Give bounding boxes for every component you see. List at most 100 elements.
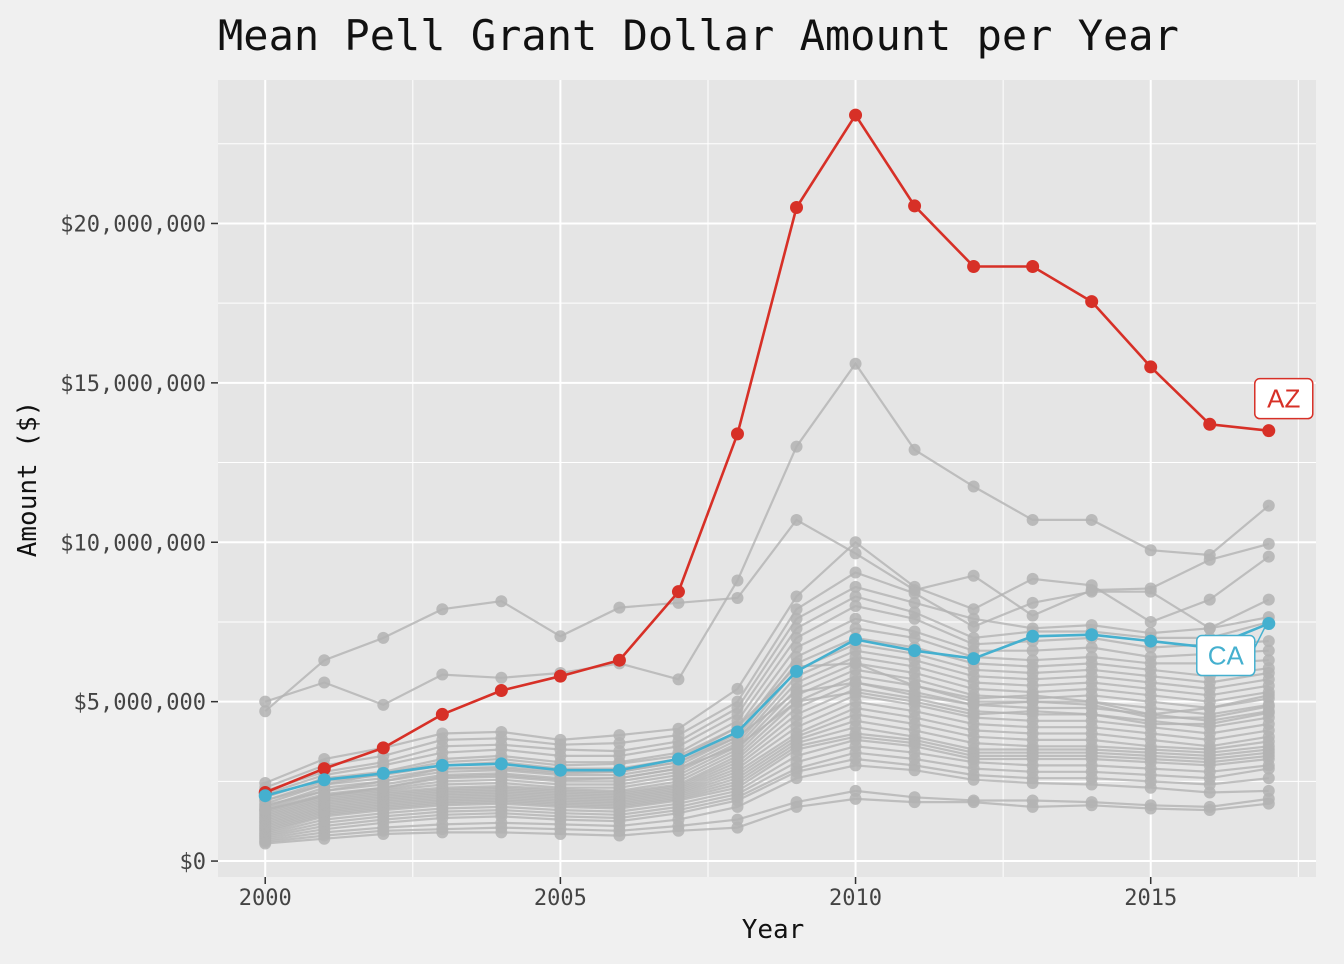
- state-series-point: [1262, 689, 1275, 702]
- x-tick-label: 2005: [534, 886, 587, 911]
- state-series-point: [1144, 615, 1157, 628]
- state-series-point: [849, 357, 862, 370]
- state-series-point: [1262, 499, 1275, 512]
- state-series-point: [1026, 800, 1039, 813]
- state-series-line: [264, 649, 1269, 812]
- az-series: [258, 108, 1276, 800]
- state-series-point: [672, 596, 685, 609]
- ca-series-point: [1144, 634, 1158, 648]
- state-series-point: [1262, 762, 1275, 775]
- state-series-point: [967, 773, 980, 786]
- state-series-line: [264, 595, 1270, 796]
- ca-series-point: [612, 763, 626, 777]
- state-series-point: [908, 443, 921, 456]
- state-series-line: [264, 745, 1269, 837]
- az-series-point: [790, 201, 804, 215]
- state-series-point: [849, 676, 862, 689]
- state-series-point: [1085, 799, 1098, 812]
- state-series-line: [264, 690, 1270, 812]
- state-series-point: [377, 827, 390, 840]
- ca-series-point: [494, 757, 508, 771]
- state-series-line: [264, 726, 1269, 831]
- state-series-point: [672, 673, 685, 686]
- state-series-point: [377, 631, 390, 644]
- state-series-line: [264, 662, 1269, 815]
- state-series-point: [908, 612, 921, 625]
- state-series-point: [1085, 513, 1098, 526]
- ca-series-point: [258, 789, 272, 803]
- state-series-point: [1085, 708, 1098, 721]
- y-tick-label: $15,000,000: [60, 372, 206, 397]
- state-series-line: [264, 681, 1269, 820]
- state-series-point: [790, 513, 803, 526]
- az-series-point: [1203, 417, 1217, 431]
- ca-label-box: [1196, 634, 1256, 677]
- state-series-point: [849, 657, 862, 670]
- state-series-point: [849, 759, 862, 772]
- state-series-point: [1262, 772, 1275, 785]
- state-series-point: [908, 679, 921, 692]
- state-series-point: [790, 603, 803, 616]
- state-series-point: [1203, 622, 1216, 635]
- az-series-point: [730, 427, 744, 441]
- az-series-point: [612, 653, 626, 667]
- state-series-point: [1203, 593, 1216, 606]
- ca-series-point: [967, 652, 981, 666]
- state-series-line: [264, 604, 1269, 799]
- x-tick-label: 2000: [239, 886, 292, 911]
- state-series-line: [264, 706, 1269, 826]
- state-series-point: [790, 695, 803, 708]
- state-series-point: [1144, 802, 1157, 815]
- state-series-point: [318, 832, 331, 845]
- ca-series-point: [790, 664, 804, 678]
- state-series-point: [967, 480, 980, 493]
- az-series-point: [967, 259, 981, 273]
- az-series-point: [671, 585, 685, 599]
- state-series-point: [1262, 550, 1275, 563]
- state-series-point: [1144, 717, 1157, 730]
- state-series-point: [1203, 804, 1216, 817]
- state-series-point: [967, 603, 980, 616]
- state-series-line: [265, 797, 1269, 845]
- state-series-point: [731, 574, 744, 587]
- ca-series-point: [1262, 617, 1276, 631]
- state-series-point: [790, 631, 803, 644]
- state-series-line: [265, 789, 1269, 843]
- state-series-line: [264, 681, 1270, 807]
- state-series-point: [731, 740, 744, 753]
- state-series-point: [908, 796, 921, 809]
- state-series-point: [613, 829, 626, 842]
- state-series-point: [1262, 706, 1275, 719]
- state-series-point: [731, 592, 744, 605]
- az-series-point: [553, 669, 567, 683]
- state-series-point: [731, 821, 744, 834]
- state-series-point: [1026, 644, 1039, 657]
- state-series-line: [265, 764, 1269, 842]
- state-series-point: [259, 695, 272, 708]
- state-series-point: [790, 590, 803, 603]
- az-series-line: [264, 112, 1269, 794]
- state-series-point: [790, 622, 803, 635]
- state-series-line: [264, 518, 1270, 713]
- state-series-point: [849, 566, 862, 579]
- state-series-line: [264, 700, 1269, 824]
- az-label-text: AZ: [1267, 384, 1300, 414]
- ca-series-point: [435, 758, 449, 772]
- state-series-point: [790, 440, 803, 453]
- state-series-point: [318, 789, 331, 802]
- ca-label-connector: [1254, 627, 1266, 648]
- state-series-point: [1026, 513, 1039, 526]
- state-series-point: [1262, 644, 1275, 657]
- state-series-point: [318, 654, 331, 667]
- state-series-point: [554, 827, 567, 840]
- x-tick-label: 2015: [1124, 886, 1177, 911]
- state-series-point: [908, 695, 921, 708]
- ca-series-point: [376, 766, 390, 780]
- state-series-point: [790, 772, 803, 785]
- state-series-point: [967, 698, 980, 711]
- az-label-box: [1254, 377, 1314, 420]
- az-series-point: [494, 684, 508, 698]
- state-series-point: [1085, 585, 1098, 598]
- state-series-point: [495, 595, 508, 608]
